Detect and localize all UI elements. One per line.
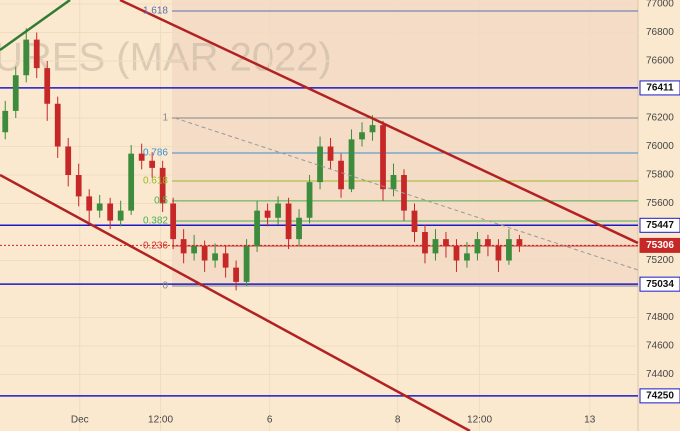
candle-body [107, 203, 114, 221]
candles-layer [2, 28, 523, 291]
fib-label: 0.382 [143, 216, 168, 227]
trend-dashed [174, 117, 639, 271]
candle-body [222, 253, 229, 268]
trend-green [0, 0, 71, 52]
candle-body [212, 253, 219, 261]
candle-body [464, 253, 470, 261]
candle-body [306, 182, 313, 218]
candle-body [149, 160, 156, 168]
price-axis [638, 0, 680, 431]
candle-body [506, 239, 512, 261]
candle-body [117, 210, 124, 221]
channel-lower [0, 173, 471, 431]
x-tick-label: 6 [267, 415, 273, 426]
y-tick-label: 75200 [646, 255, 674, 266]
price-tag-label: 74250 [646, 391, 674, 402]
fib-label: 0.786 [143, 148, 168, 159]
y-tick-label: 75800 [646, 170, 674, 181]
y-tick-label: 76200 [646, 113, 674, 124]
candle-body [233, 267, 239, 282]
candle-body [86, 196, 93, 211]
x-tick-label: 12:00 [467, 415, 492, 426]
candle-body [65, 146, 72, 175]
candle-body [243, 246, 250, 282]
candle-body [285, 203, 292, 240]
channel-upper [119, 0, 639, 245]
candle-body [191, 246, 198, 254]
y-tick-label: 76000 [646, 141, 674, 152]
candle-body [317, 146, 323, 183]
candle-body [296, 217, 302, 240]
price-tag-label: 75306 [646, 240, 674, 251]
candle-body [128, 153, 135, 211]
candle-body [75, 175, 82, 197]
candle-body [96, 203, 103, 211]
x-tick-label: Dec [71, 415, 89, 426]
fib-label: 1.618 [143, 6, 168, 17]
price-tag [639, 276, 680, 292]
y-tick-label: 77000 [646, 0, 674, 10]
candle-body [264, 210, 271, 218]
fib-label: 0.5 [154, 196, 168, 207]
candle-body [369, 125, 376, 133]
candle-body [170, 203, 177, 240]
candle-body [201, 246, 208, 261]
candle-body [485, 239, 491, 247]
candle-body [12, 75, 19, 111]
candle-body [432, 239, 439, 254]
fib-label: 1 [162, 113, 168, 124]
candle-body [348, 139, 355, 190]
candle-body [422, 232, 428, 254]
candle-body [390, 175, 397, 190]
candle-body [327, 146, 334, 161]
price-tag-label: 75447 [646, 220, 674, 231]
candle-body [159, 167, 166, 204]
candle-body [443, 239, 449, 247]
candle-body [2, 110, 9, 133]
price-tag [639, 217, 680, 233]
candle-body [138, 153, 145, 161]
candle-body [44, 68, 51, 104]
candle-body [380, 125, 386, 190]
candle-body [23, 39, 30, 76]
y-tick-label: 75600 [646, 198, 674, 209]
price-tag-label: 75034 [646, 279, 674, 290]
y-tick-label: 74400 [646, 369, 674, 380]
fib-label: 0.618 [143, 176, 168, 187]
candle-body [275, 203, 281, 218]
candle-body [495, 246, 502, 261]
candle-body [54, 103, 61, 147]
price-tag-label: 76411 [646, 83, 674, 94]
candle-body [180, 239, 187, 254]
candle-body [411, 210, 418, 232]
price-tag [639, 237, 680, 253]
candle-body [516, 239, 523, 246]
candle-body [338, 160, 344, 190]
candle-body [254, 210, 260, 247]
y-tick-label: 76800 [646, 27, 674, 38]
y-tick-label: 74800 [646, 312, 674, 323]
candle-body [359, 132, 365, 140]
labels-layer: Dec 12:00 6 8 12:00 13 74400 74600 74800 75200 756… [71, 0, 680, 426]
price-tag [639, 388, 680, 404]
candle-body [33, 39, 40, 69]
y-tick-label: 74600 [646, 341, 674, 352]
candle-body [453, 246, 460, 261]
x-tick-label: 8 [395, 415, 401, 426]
price-tag [639, 80, 680, 96]
fib-label: 0.236 [143, 241, 168, 252]
x-tick-label: 13 [584, 415, 596, 426]
x-tick-label: 12:00 [148, 415, 173, 426]
y-tick-label: 76600 [646, 56, 674, 67]
candle-body [474, 239, 481, 254]
fib-label: 0 [162, 281, 168, 292]
